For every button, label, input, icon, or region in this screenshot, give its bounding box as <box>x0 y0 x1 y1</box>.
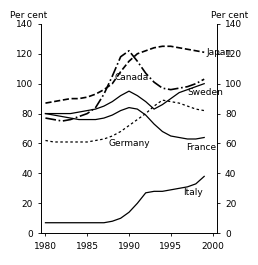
Text: Sweden: Sweden <box>188 88 223 97</box>
Text: Italy: Italy <box>183 188 203 197</box>
Text: Per cent: Per cent <box>211 11 248 20</box>
Text: Per cent: Per cent <box>10 11 47 20</box>
Text: Japan: Japan <box>207 48 232 57</box>
Text: Germany: Germany <box>108 139 150 148</box>
Text: France: France <box>186 143 216 152</box>
Text: Canada: Canada <box>115 73 149 82</box>
